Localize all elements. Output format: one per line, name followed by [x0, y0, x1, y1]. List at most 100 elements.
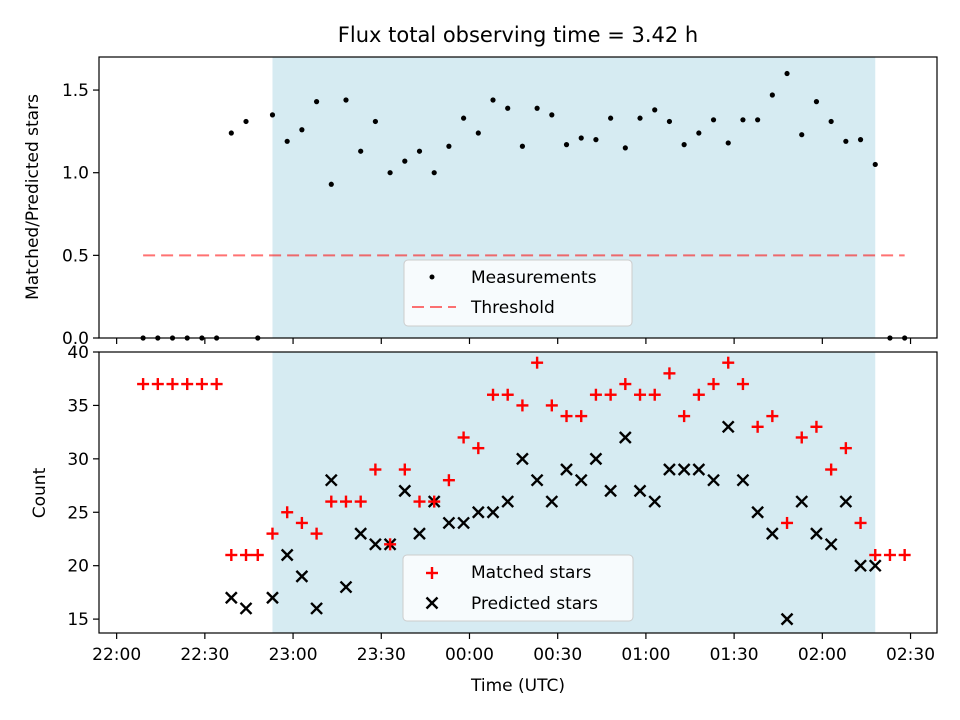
predicted-star-point — [663, 463, 676, 476]
predicted-star-point — [692, 463, 706, 476]
predicted-star-point — [648, 495, 662, 508]
predicted-star-point — [751, 505, 764, 519]
xtick-label: 22:00 — [92, 645, 141, 665]
predicted-star-point — [633, 484, 647, 498]
matched-star-point — [634, 388, 647, 401]
measurement-point — [475, 130, 481, 136]
matched-star-point — [195, 378, 208, 391]
measurement-point — [343, 97, 349, 103]
top-ytick-label: 1.5 — [62, 81, 89, 101]
matched-star-point — [398, 463, 411, 476]
measurement-point — [828, 118, 834, 125]
matched-star-point — [428, 495, 441, 508]
matched-star-point — [678, 410, 691, 423]
measurement-point — [328, 181, 334, 187]
measurement-point — [755, 117, 761, 123]
predicted-star-point — [589, 452, 603, 466]
predicted-star-point — [457, 516, 470, 530]
matched-star-point — [457, 431, 470, 444]
top-ytick-label: 0.5 — [62, 246, 89, 266]
bottom-ytick-label: 35 — [67, 396, 89, 416]
predicted-star-point — [224, 591, 238, 605]
measurement-point — [358, 148, 364, 154]
predicted-star-point — [413, 527, 426, 540]
measurement-point — [387, 170, 393, 176]
measurement-point — [284, 138, 290, 144]
matched-star-point — [531, 356, 544, 369]
xtick-label: 23:00 — [269, 645, 318, 665]
measurement-point — [652, 107, 658, 113]
xtick-label: 02:30 — [886, 645, 935, 665]
predicted-star-point — [516, 452, 529, 466]
measurement-point — [446, 143, 452, 149]
measurement-point — [799, 132, 805, 138]
chart-title: Flux total observing time = 3.42 h — [338, 23, 698, 47]
measurement-point — [228, 130, 234, 136]
matched-star-point — [589, 388, 602, 401]
measurement-point — [813, 99, 820, 105]
predicted-star-point — [501, 495, 515, 508]
x-axis-label: Time (UTC) — [470, 676, 565, 696]
measurement-point — [299, 127, 305, 133]
matched-star-point — [751, 420, 764, 433]
measurement-point — [696, 130, 702, 136]
measurement-point — [637, 115, 643, 121]
measurement-point — [784, 70, 790, 77]
xtick-label: 02:00 — [798, 645, 847, 665]
matched-star-point — [181, 378, 194, 391]
predicted-star-point — [471, 505, 485, 519]
measurement-point — [710, 117, 717, 123]
bottom-ytick-label: 20 — [67, 557, 89, 577]
predicted-star-point — [369, 537, 382, 551]
measurement-point — [243, 118, 249, 125]
predicted-star-point — [560, 463, 573, 476]
predicted-star-point — [721, 420, 735, 434]
bottom-panel: 15 20 25 30 35 40 22:00 22:30 23:00 23:30 00:00 00… — [30, 343, 938, 696]
predicted-star-point — [839, 495, 853, 508]
predicted-star-point — [810, 527, 823, 540]
predicted-star-point — [765, 527, 779, 540]
top-panel: 0.0 0.5 1.0 1.5 Matched/Predicted stars Mea… — [23, 56, 938, 349]
measurement-point — [490, 97, 496, 103]
matched-star-point — [487, 388, 500, 401]
matched-star-point — [854, 516, 867, 529]
measurement-point — [519, 143, 526, 149]
bottom-ytick-label: 15 — [67, 610, 89, 630]
xtick-label: 01:30 — [710, 645, 759, 665]
matched-star-point — [619, 378, 632, 391]
legend-plus — [426, 567, 438, 579]
matched-star-point — [266, 527, 279, 540]
matched-star-point — [883, 549, 896, 562]
matched-star-point — [545, 399, 558, 412]
measurement-point — [431, 170, 437, 176]
matched-star-point — [325, 495, 338, 508]
predicted-star-point — [310, 602, 323, 615]
matched-star-point — [442, 474, 455, 487]
bottom-ytick-label: 25 — [67, 503, 89, 523]
legend-predicted-label: Predicted stars — [471, 594, 598, 614]
measurement-point — [608, 115, 614, 121]
predicted-star-point — [824, 537, 838, 551]
matched-star-point — [869, 549, 882, 562]
predicted-star-point — [868, 559, 882, 573]
measurement-point — [313, 99, 320, 105]
matched-star-point — [795, 431, 808, 444]
matched-star-point — [210, 378, 223, 391]
matched-star-point — [166, 378, 179, 391]
predicted-star-point — [780, 612, 794, 626]
measurement-point — [578, 135, 584, 141]
matched-star-point — [310, 527, 323, 540]
bottom-legend: Matched stars Predicted stars — [402, 554, 634, 622]
matched-star-point — [722, 356, 735, 369]
legend-threshold-label: Threshold — [470, 298, 555, 318]
top-ylabel: Matched/Predicted stars — [23, 94, 43, 300]
predicted-star-point — [354, 527, 368, 540]
bottom-ylabel: Count — [30, 467, 50, 518]
measurement-point — [505, 105, 511, 111]
xtick-label: 00:30 — [533, 645, 582, 665]
matched-star-point — [339, 495, 352, 508]
predicted-star-point — [295, 570, 309, 583]
measurement-point — [534, 105, 540, 111]
matched-star-point — [604, 388, 617, 401]
